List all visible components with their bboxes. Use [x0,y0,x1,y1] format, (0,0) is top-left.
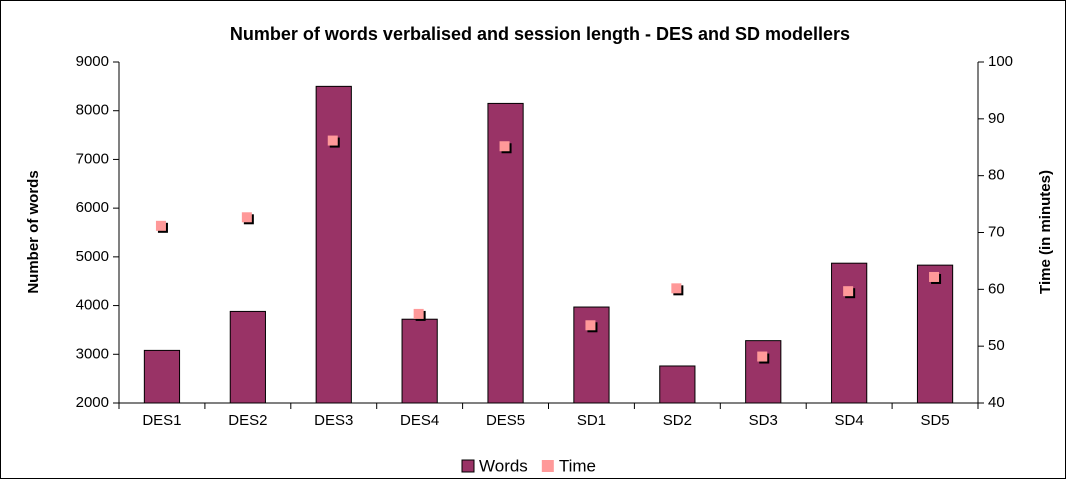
y-axis-label: Number of words [25,170,42,293]
marker [241,212,252,223]
x-tick-label: DES2 [228,412,267,429]
x-tick-label: SD4 [835,412,864,429]
y2-tick-label: 80 [988,167,1005,184]
chart-title: Number of words verbalised and session l… [230,24,850,44]
legend-label: Words [479,456,528,475]
marker [757,351,768,362]
bar [659,365,696,404]
legend-swatch [461,459,475,473]
x-tick-label: DES4 [400,412,439,429]
marker [929,271,940,282]
y2-axis-label: Time (in minutes) [1037,170,1054,294]
y-tick-label: 5000 [76,248,109,265]
bar [229,310,266,404]
y2-tick-label: 60 [988,280,1005,297]
bar [916,264,954,404]
y2-tick-label: 70 [988,223,1005,240]
bar [401,318,438,404]
y-tick-label: 7000 [76,150,109,167]
x-tick-label: SD5 [920,412,949,429]
x-tick-label: SD2 [663,412,692,429]
legend-swatch [541,460,554,472]
x-tick-label: DES5 [486,412,525,429]
y2-tick-label: 40 [988,394,1005,411]
y-tick-label: 8000 [76,102,109,119]
bar [831,262,868,404]
y2-tick-label: 100 [988,53,1013,70]
marker [155,220,166,231]
legend-label: Time [559,456,596,475]
bar [315,85,352,404]
y-tick-label: 9000 [76,53,109,70]
marker [671,283,682,294]
marker [843,286,854,297]
bar [143,349,181,404]
y2-tick-label: 50 [988,337,1005,354]
bar [745,340,782,404]
y-tick-label: 2000 [76,394,109,411]
y-tick-label: 3000 [76,345,109,362]
x-tick-label: SD3 [749,412,778,429]
x-tick-label: DES1 [142,412,181,429]
marker [499,141,510,152]
y-tick-label: 4000 [76,297,109,314]
x-tick-label: SD1 [577,412,606,429]
y2-tick-label: 90 [988,110,1005,127]
marker [585,320,596,331]
marker [327,135,338,146]
x-tick-label: DES3 [314,412,353,429]
marker [413,308,424,319]
y-tick-label: 6000 [76,199,109,216]
